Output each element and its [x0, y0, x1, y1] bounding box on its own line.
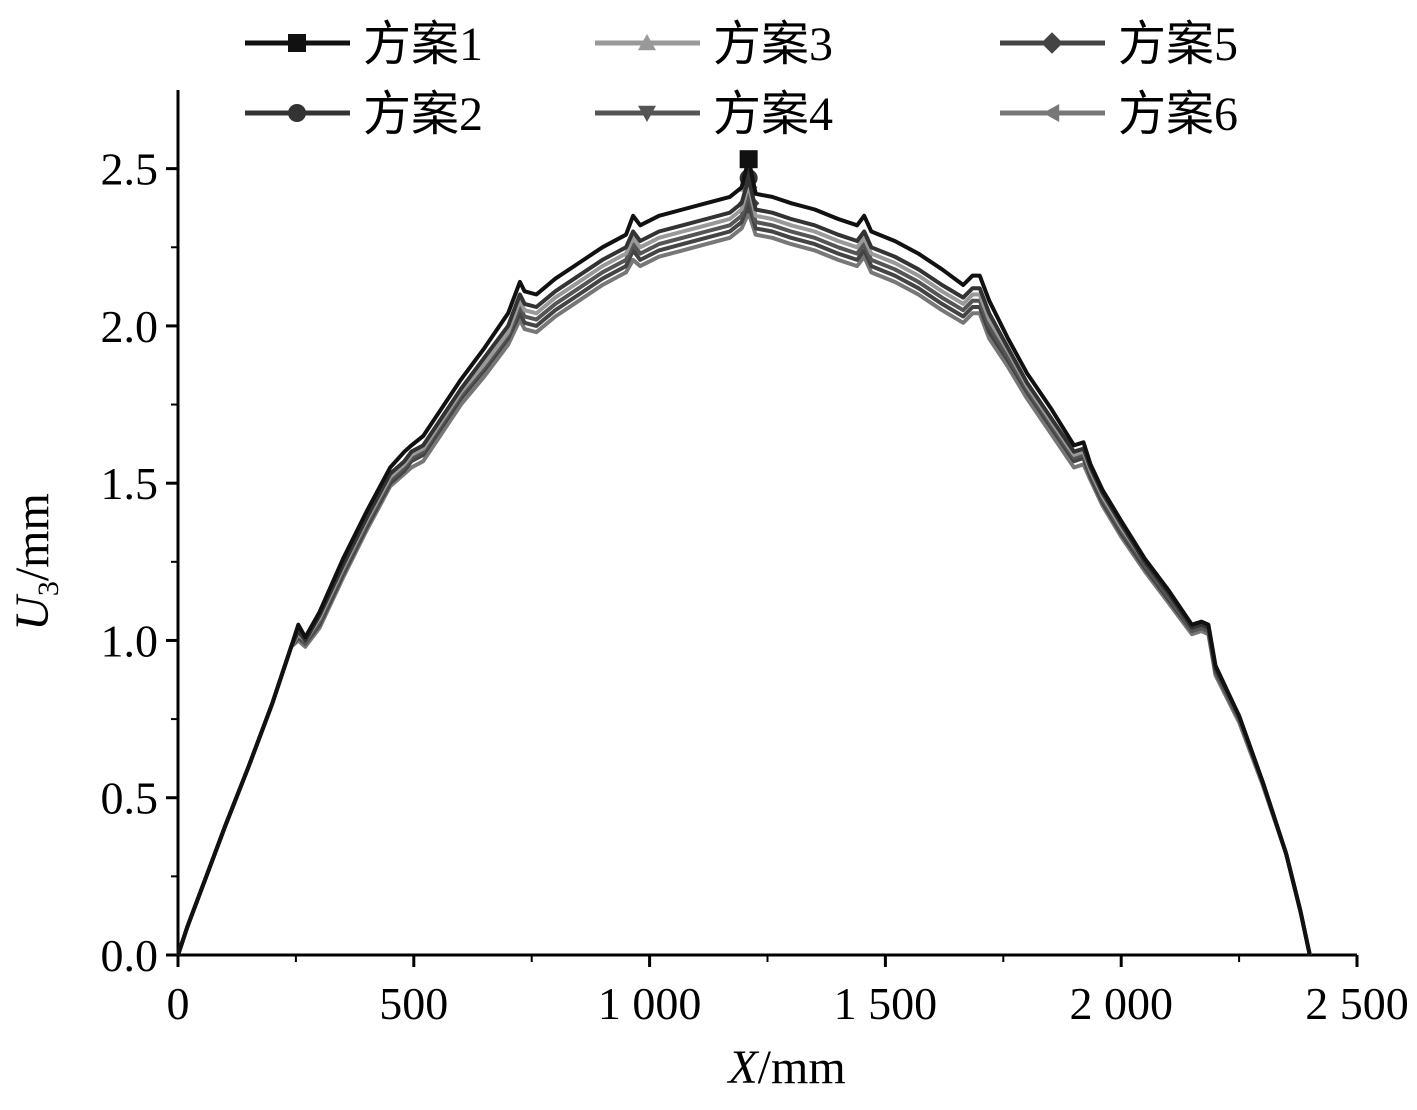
- legend-label: 方案4: [713, 88, 833, 141]
- legend-label: 方案5: [1118, 18, 1238, 71]
- y-tick-label: 1.5: [101, 458, 159, 509]
- y-tick-label: 0.5: [101, 773, 159, 824]
- legend-marker: [638, 105, 656, 122]
- x-tick-label: 0: [167, 978, 190, 1029]
- series-marker: [737, 192, 760, 215]
- series-line: [176, 210, 1312, 956]
- x-tick-label: 1 000: [598, 978, 702, 1029]
- x-axis-label: X/mm: [726, 1041, 845, 1094]
- y-tick-label: 2.0: [101, 301, 159, 352]
- axis-ticks: 0 500 1 000 1 500 2 000 2 500 0.0 0.5 1.0 1.5 2.0 2…: [101, 144, 1409, 1029]
- legend-label: 方案2: [363, 88, 483, 141]
- legend-label: 方案1: [363, 18, 483, 71]
- series-6: [176, 203, 1312, 956]
- legend-item: 方案3: [595, 18, 833, 71]
- plot-area: 0 500 1 000 1 500 2 000 2 500 0.0 0.5 1.0 1.5 2.0 2…: [101, 90, 1409, 1029]
- x-tick-label: 1 500: [834, 978, 938, 1029]
- y-tick-label: 2.5: [101, 144, 159, 195]
- series-layer: [176, 150, 1312, 956]
- x-tick-label: 2 500: [1305, 978, 1409, 1029]
- series-line: [176, 191, 1312, 956]
- legend-item: 方案1: [245, 18, 483, 71]
- x-tick-label: 2 000: [1069, 978, 1173, 1029]
- series-line: [176, 201, 1312, 956]
- legend-marker: [1041, 32, 1063, 54]
- legend: 方案1 方案2 方案3 方案4 方案5 方案6: [245, 18, 1238, 141]
- legend-label: 方案6: [1118, 88, 1238, 141]
- series-1: [176, 150, 1312, 956]
- legend-item: 方案2: [245, 88, 483, 141]
- y-tick-label: 0.0: [101, 930, 159, 981]
- legend-marker: [288, 104, 306, 122]
- legend-item: 方案6: [1000, 88, 1238, 141]
- series-5: [176, 192, 1312, 956]
- x-tick-label: 500: [379, 978, 448, 1029]
- y-tick-label: 1.0: [101, 615, 159, 666]
- y-axis-label: U3/mm: [6, 493, 65, 631]
- legend-label: 方案3: [713, 18, 833, 71]
- legend-item: 方案4: [595, 88, 833, 141]
- legend-marker: [1043, 104, 1060, 122]
- legend-marker: [638, 34, 656, 51]
- series-marker: [739, 150, 758, 169]
- legend-item: 方案5: [1000, 18, 1238, 71]
- legend-marker: [288, 34, 306, 52]
